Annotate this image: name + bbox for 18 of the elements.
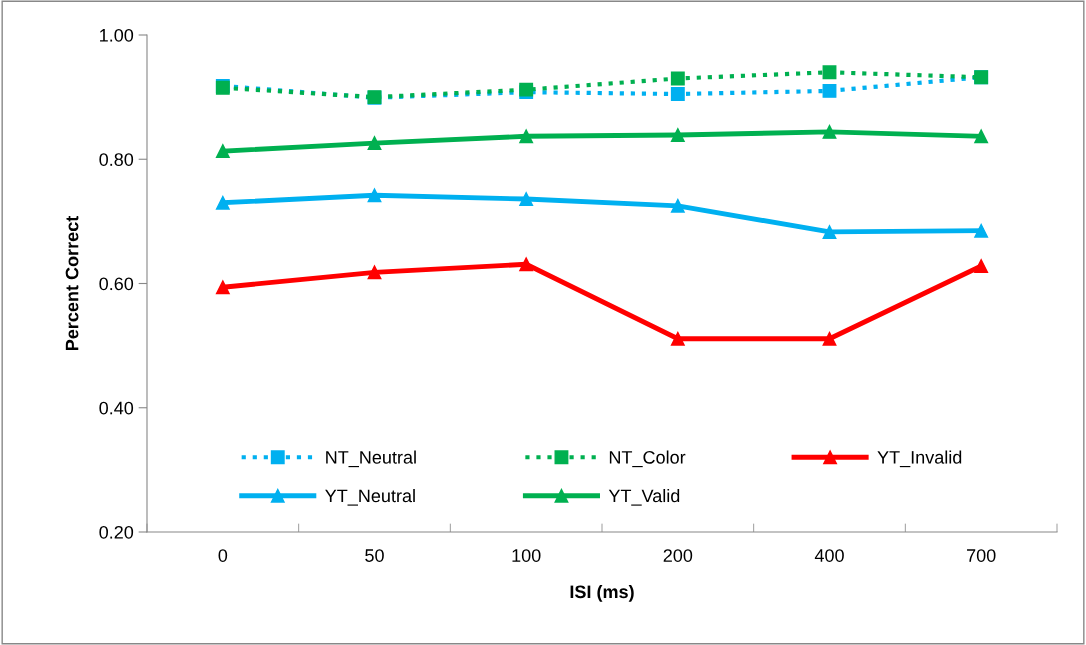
y-tick-label: 0.40 — [99, 401, 134, 415]
y-axis-title: Percent Correct — [65, 215, 79, 351]
y-tick-label: 0.80 — [99, 153, 134, 166]
y-tick-label: 1.00 — [100, 28, 134, 42]
legend-label: NT_Color — [609, 450, 686, 468]
legend-label: YT_Valid — [608, 488, 680, 506]
y-tick-label: 0.20 — [99, 525, 134, 539]
x-axis-title: ISI (ms) — [570, 584, 634, 602]
y-tick-label: 0.60 — [99, 277, 134, 291]
legend-label: YT_Neutral — [325, 488, 415, 506]
x-tick-label: 200 — [663, 549, 693, 562]
x-tick-label: 100 — [512, 549, 541, 562]
x-tick-label: 0 — [218, 549, 228, 562]
legend-label: NT_Neutral — [326, 450, 416, 468]
x-tick-label: 700 — [967, 549, 996, 562]
x-tick-label: 50 — [365, 549, 384, 562]
x-tick-label: 400 — [814, 549, 844, 562]
legend-label: YT_Invalid — [877, 450, 962, 468]
